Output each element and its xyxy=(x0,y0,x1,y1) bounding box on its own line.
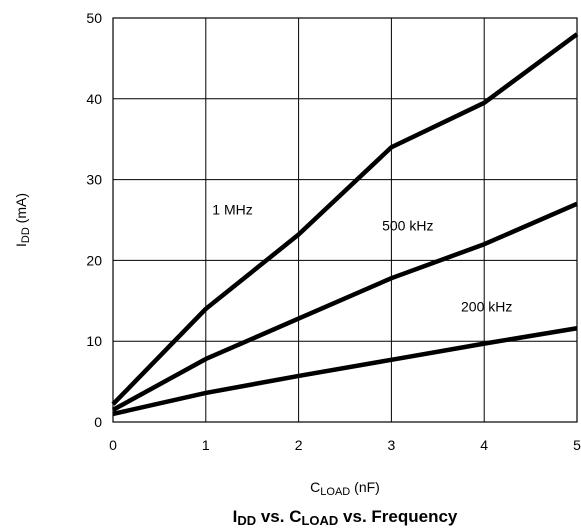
y-tick-label: 0 xyxy=(94,414,102,430)
plot-frame xyxy=(112,17,578,423)
x-tick-label: 1 xyxy=(202,437,210,453)
x-axis-label: CLOAD (nF) xyxy=(310,479,380,498)
x-tick-label: 5 xyxy=(573,437,581,453)
grid xyxy=(112,17,578,423)
series-label: 1 MHz xyxy=(212,201,252,217)
y-axis-label: IDD (mA) xyxy=(13,193,32,247)
y-tick-label: 40 xyxy=(86,91,102,107)
x-tick-label: 3 xyxy=(388,437,396,453)
y-tick-label: 20 xyxy=(86,252,102,268)
series-label: 200 kHz xyxy=(461,298,512,314)
series-line xyxy=(112,326,578,417)
y-tick-label: 50 xyxy=(86,10,102,26)
x-axis-ticks: 0 1 2 3 4 5 xyxy=(109,437,581,453)
x-tick-label: 4 xyxy=(480,437,488,453)
y-tick-label: 10 xyxy=(86,333,102,349)
series-line xyxy=(111,201,578,412)
x-tick-label: 2 xyxy=(295,437,303,453)
series-label: 500 kHz xyxy=(382,218,433,234)
y-axis-ticks: 0 10 20 30 40 50 xyxy=(86,10,102,430)
y-tick-label: 30 xyxy=(86,172,102,188)
series-lines xyxy=(111,32,579,417)
chart-title: IDD vs. CLOAD vs. Frequency xyxy=(233,507,458,528)
x-tick-label: 0 xyxy=(109,437,117,453)
series-labels: 1 MHz 500 kHz 200 kHz xyxy=(212,201,512,314)
series-line xyxy=(111,32,579,406)
